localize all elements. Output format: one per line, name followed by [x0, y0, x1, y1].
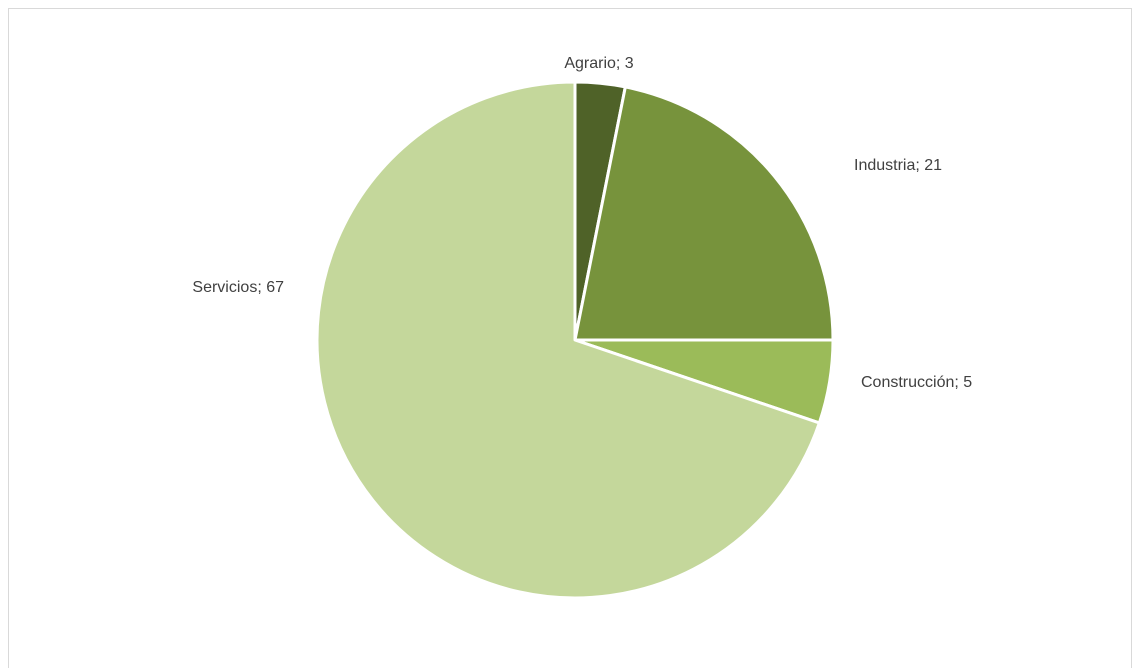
slice-label-agrario: Agrario; 3	[564, 55, 633, 72]
slice-label-industria: Industria; 21	[854, 157, 942, 174]
pie-slice-servicios	[315, 80, 821, 600]
pie-slices	[315, 80, 835, 600]
slice-label-construccion: Construcción; 5	[861, 374, 972, 391]
slice-label-servicios: Servicios; 67	[192, 279, 284, 296]
pie-slice-industria	[573, 85, 835, 342]
pie-labels: Agrario; 3 Industria; 21 Construcción; 5…	[192, 55, 972, 391]
